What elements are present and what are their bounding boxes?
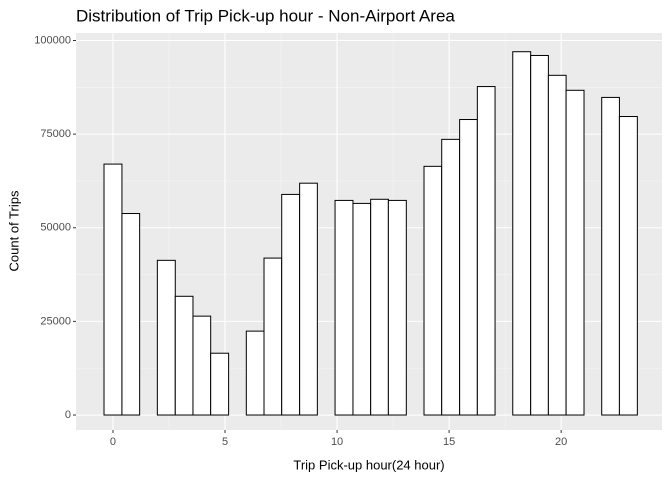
bar (423, 165, 443, 416)
bar (565, 89, 585, 416)
bar (334, 199, 354, 416)
bar (281, 193, 301, 416)
bar (459, 119, 478, 416)
bar (192, 315, 212, 416)
x-tick-label: 15 (443, 436, 455, 448)
x-tick-label: 5 (222, 436, 228, 448)
y-tick-label: 0 (65, 409, 71, 421)
bar (512, 51, 532, 416)
chart-title: Distribution of Trip Pick-up hour - Non-… (76, 6, 455, 25)
bar (352, 202, 372, 416)
y-tick-label: 100000 (34, 34, 71, 46)
bar (476, 86, 496, 416)
bar (441, 138, 461, 416)
bar (103, 163, 123, 416)
x-tick-label: 0 (110, 436, 116, 448)
y-tick-label: 75000 (40, 128, 71, 140)
x-tick-label: 10 (331, 436, 343, 448)
bar (370, 198, 389, 416)
y-tick-label: 25000 (40, 315, 71, 327)
bar (174, 295, 194, 416)
bar (601, 96, 620, 416)
bar (299, 182, 318, 416)
bar (156, 259, 176, 416)
bar (387, 199, 407, 416)
bar (121, 213, 141, 416)
bar (530, 54, 549, 416)
y-axis-label: Count of Trips (6, 190, 21, 271)
x-axis-label: Trip Pick-up hour(24 hour) (293, 457, 444, 472)
bar (618, 116, 638, 416)
bar (547, 74, 567, 416)
bar (245, 330, 265, 416)
x-tick-label: 20 (555, 436, 567, 448)
y-tick-label: 50000 (40, 222, 71, 234)
bar (263, 257, 283, 416)
bar (210, 352, 230, 416)
